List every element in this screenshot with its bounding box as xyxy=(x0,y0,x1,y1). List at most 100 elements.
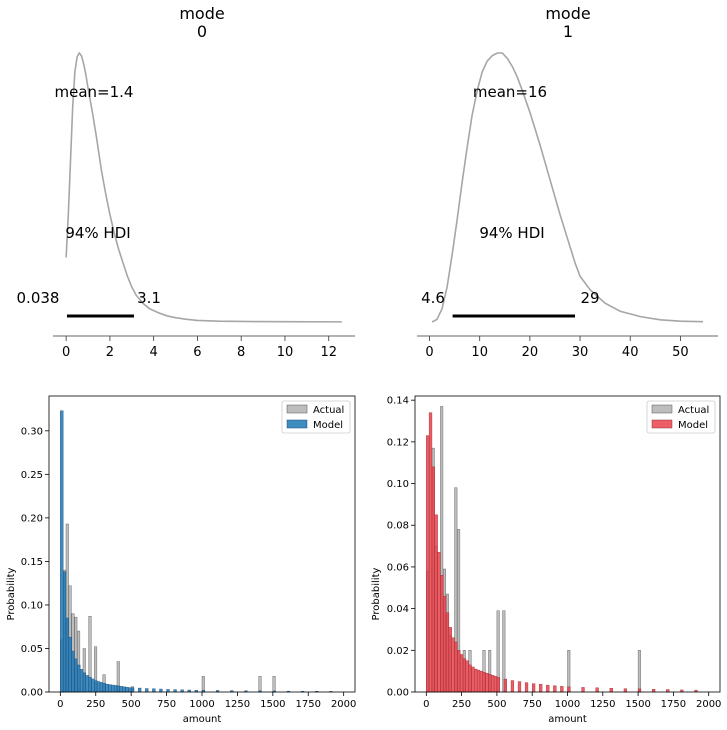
y-tick-label: 0.10 xyxy=(21,600,43,611)
x-tick-label: 10 xyxy=(471,345,488,360)
actual-bar xyxy=(272,676,276,693)
legend-swatch-actual xyxy=(651,404,673,414)
y-tick-label: 0.00 xyxy=(21,688,43,699)
model-bar xyxy=(91,678,95,693)
model-bar xyxy=(74,658,78,693)
panel-title-line-1: mode xyxy=(545,4,590,23)
model-bar xyxy=(496,677,500,693)
x-tick-label: 1500 xyxy=(625,699,650,710)
actual-bar xyxy=(567,650,571,693)
model-bar xyxy=(113,685,118,693)
model-bar xyxy=(445,612,450,693)
model-bar xyxy=(532,683,536,693)
histogram-panel-2: 0 250 500 750 1000 1250 1500 1750 2000 0.00 0.02 0.… xyxy=(371,395,721,725)
model-bar xyxy=(437,552,441,693)
y-tick-label: 0.12 xyxy=(387,437,409,448)
x-tick-label: 1750 xyxy=(661,699,686,710)
model-bar xyxy=(128,687,132,693)
model-bar xyxy=(130,687,135,693)
model-bar xyxy=(546,684,550,693)
model-bar xyxy=(517,681,522,693)
x-tick-label: 1000 xyxy=(555,699,580,710)
x-tick-label: 0 xyxy=(423,699,429,710)
y-tick-label: 0.30 xyxy=(21,426,43,437)
legend-label-model: Model xyxy=(313,420,343,431)
panel-title-line-1: mode xyxy=(179,4,224,23)
model-bar xyxy=(595,687,599,693)
density-curve xyxy=(431,52,703,323)
x-tick-label: 4 xyxy=(150,345,158,360)
model-bar xyxy=(85,675,89,693)
x-axis-label: amount xyxy=(548,714,587,725)
model-bar xyxy=(82,672,87,693)
model-bar xyxy=(122,686,126,693)
x-tick-label: 8 xyxy=(237,345,245,360)
x-tick-label: 500 xyxy=(487,699,506,710)
model-bar xyxy=(459,654,464,693)
legend: Actual Model xyxy=(281,400,351,434)
y-tick-label: 0.25 xyxy=(21,470,43,481)
model-bar xyxy=(581,687,585,693)
y-tick-label: 0.00 xyxy=(387,688,409,699)
model-bar xyxy=(116,685,121,693)
legend-label-actual: Actual xyxy=(313,405,344,416)
model-bar xyxy=(71,650,75,693)
model-bar xyxy=(451,637,455,693)
model-bar xyxy=(454,641,458,693)
x-tick-label: 50 xyxy=(672,345,689,360)
model-bar xyxy=(94,680,98,693)
x-tick-label: 20 xyxy=(522,345,539,360)
x-tick-label: 750 xyxy=(523,699,542,710)
model-bar xyxy=(471,666,475,693)
hdi-high-label: 29 xyxy=(580,289,599,307)
model-bar xyxy=(65,617,70,693)
model-bar xyxy=(485,673,489,693)
x-tick-label: 0 xyxy=(57,699,63,710)
x-tick-label: 250 xyxy=(86,699,105,710)
model-bar xyxy=(434,514,438,693)
model-bar xyxy=(560,686,564,693)
legend-swatch-model xyxy=(286,419,308,429)
hdi-label: 94% HDI xyxy=(65,224,130,242)
x-tick-label: 12 xyxy=(320,345,337,360)
model-bar xyxy=(145,688,149,693)
model-bar xyxy=(443,595,447,693)
model-bar xyxy=(62,571,67,693)
mean-label: mean=16 xyxy=(473,83,547,101)
x-tick-label: 1250 xyxy=(225,699,250,710)
x-tick-label: 1750 xyxy=(296,699,321,710)
x-tick-label: 1500 xyxy=(260,699,285,710)
legend-label-model: Model xyxy=(678,420,708,431)
y-tick-label: 0.10 xyxy=(387,479,409,490)
model-bar xyxy=(448,627,452,693)
y-tick-label: 0.15 xyxy=(21,557,43,568)
y-tick-label: 0.06 xyxy=(387,562,409,573)
model-bar xyxy=(159,688,163,693)
x-tick-label: 1250 xyxy=(590,699,615,710)
hdi-high-label: 3.1 xyxy=(137,289,161,307)
x-tick-label: 2 xyxy=(106,345,114,360)
x-tick-label: 30 xyxy=(572,345,589,360)
model-bar xyxy=(609,688,613,693)
model-bar xyxy=(111,684,115,693)
x-axis-label: amount xyxy=(183,714,222,725)
legend-label-actual: Actual xyxy=(678,405,709,416)
model-bar xyxy=(125,687,129,693)
model-bar xyxy=(510,680,515,693)
model-bar xyxy=(623,688,627,693)
model-bar xyxy=(474,668,478,693)
model-bar xyxy=(138,687,142,693)
model-bar xyxy=(105,683,109,693)
model-bar xyxy=(479,670,483,693)
model-bar xyxy=(493,676,498,693)
model-bar xyxy=(60,410,64,693)
model-bar xyxy=(539,684,543,693)
hdi-low-label: 0.038 xyxy=(17,289,60,307)
legend-swatch-model xyxy=(651,419,673,429)
model-bar xyxy=(99,682,104,693)
density-curve xyxy=(65,51,342,323)
x-tick-label: 40 xyxy=(622,345,639,360)
actual-bar xyxy=(201,676,205,693)
y-tick-label: 0.05 xyxy=(21,644,43,655)
